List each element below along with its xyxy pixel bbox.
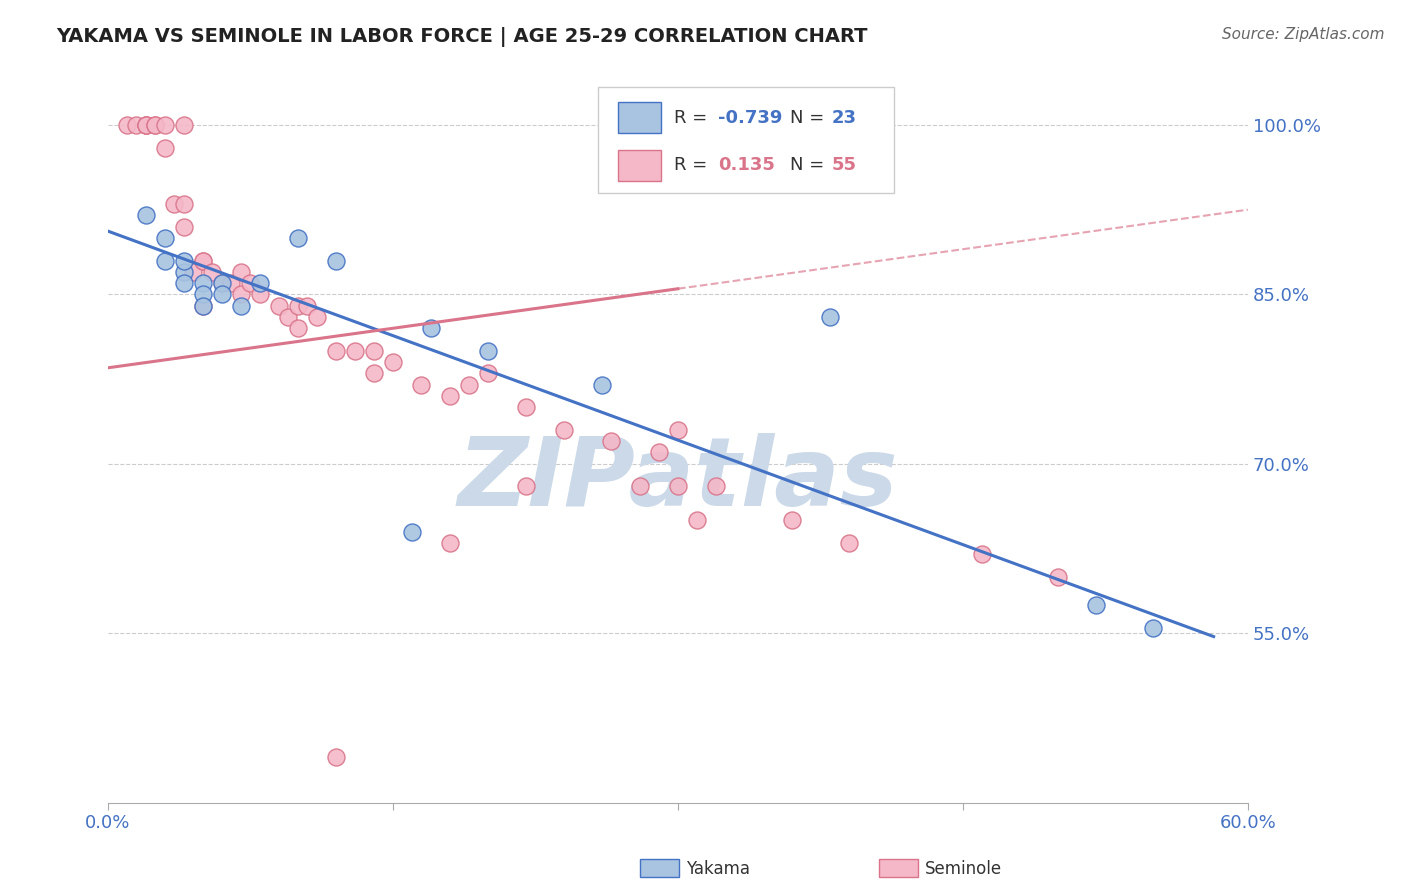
Point xyxy=(458,377,481,392)
Point xyxy=(267,299,290,313)
Point xyxy=(249,287,271,301)
Point xyxy=(780,513,803,527)
Point xyxy=(838,536,860,550)
Point xyxy=(600,434,623,449)
Point xyxy=(325,343,347,358)
Point xyxy=(135,208,157,222)
Point xyxy=(163,197,186,211)
Point xyxy=(135,118,157,132)
Point xyxy=(173,197,195,211)
Point xyxy=(125,118,148,132)
FancyBboxPatch shape xyxy=(598,87,894,194)
Point xyxy=(363,343,385,358)
Point xyxy=(173,253,195,268)
Point xyxy=(515,479,537,493)
Point xyxy=(173,276,195,290)
Point xyxy=(153,231,176,245)
Point xyxy=(191,253,214,268)
Text: YAKAMA VS SEMINOLE IN LABOR FORCE | AGE 25-29 CORRELATION CHART: YAKAMA VS SEMINOLE IN LABOR FORCE | AGE … xyxy=(56,27,868,46)
Point xyxy=(1084,598,1107,612)
Text: N =: N = xyxy=(790,156,830,175)
Text: 23: 23 xyxy=(832,109,856,127)
Point xyxy=(628,479,651,493)
Point xyxy=(153,140,176,154)
Point xyxy=(173,219,195,234)
Text: -0.739: -0.739 xyxy=(718,109,782,127)
Point xyxy=(229,265,252,279)
Point xyxy=(191,287,214,301)
Point xyxy=(591,377,613,392)
Point xyxy=(287,231,309,245)
Point xyxy=(191,299,214,313)
Point xyxy=(191,253,214,268)
Point xyxy=(325,750,347,764)
Point xyxy=(325,253,347,268)
Point xyxy=(145,118,167,132)
Point xyxy=(287,321,309,335)
Point xyxy=(173,118,195,132)
Point xyxy=(515,401,537,415)
Point xyxy=(297,299,319,313)
Point xyxy=(211,287,233,301)
Text: R =: R = xyxy=(675,156,713,175)
Text: R =: R = xyxy=(675,109,713,127)
Point xyxy=(411,377,433,392)
Point xyxy=(135,118,157,132)
Point xyxy=(666,479,689,493)
Point xyxy=(477,343,499,358)
Text: 0.135: 0.135 xyxy=(718,156,775,175)
Point xyxy=(970,547,993,561)
Point xyxy=(135,118,157,132)
Point xyxy=(704,479,727,493)
Point xyxy=(249,276,271,290)
Point xyxy=(277,310,299,324)
Point xyxy=(401,524,423,539)
Point xyxy=(153,253,176,268)
Point xyxy=(666,423,689,437)
Point xyxy=(153,118,176,132)
Text: Source: ZipAtlas.com: Source: ZipAtlas.com xyxy=(1222,27,1385,42)
Point xyxy=(201,265,224,279)
FancyBboxPatch shape xyxy=(617,103,661,133)
Point xyxy=(229,287,252,301)
Point xyxy=(239,276,262,290)
Point xyxy=(363,367,385,381)
Point xyxy=(686,513,709,527)
Text: N =: N = xyxy=(790,109,830,127)
Point xyxy=(343,343,366,358)
Point xyxy=(211,276,233,290)
Point xyxy=(229,299,252,313)
Point xyxy=(145,118,167,132)
Point xyxy=(420,321,443,335)
Point xyxy=(648,445,671,459)
Point xyxy=(1142,621,1164,635)
Point xyxy=(191,276,214,290)
Point xyxy=(439,389,461,403)
Point xyxy=(381,355,404,369)
Point xyxy=(173,265,195,279)
Point xyxy=(1046,570,1069,584)
Point xyxy=(553,423,575,437)
Text: ZIPatlas: ZIPatlas xyxy=(457,434,898,526)
Point xyxy=(183,265,205,279)
Text: Yakama: Yakama xyxy=(686,860,751,878)
Point xyxy=(211,276,233,290)
Point xyxy=(287,299,309,313)
Point xyxy=(115,118,138,132)
Text: Seminole: Seminole xyxy=(925,860,1002,878)
Point xyxy=(477,367,499,381)
Point xyxy=(221,276,243,290)
Point xyxy=(305,310,328,324)
Point xyxy=(818,310,841,324)
Point xyxy=(191,299,214,313)
FancyBboxPatch shape xyxy=(617,150,661,181)
Text: 55: 55 xyxy=(832,156,856,175)
Point xyxy=(439,536,461,550)
